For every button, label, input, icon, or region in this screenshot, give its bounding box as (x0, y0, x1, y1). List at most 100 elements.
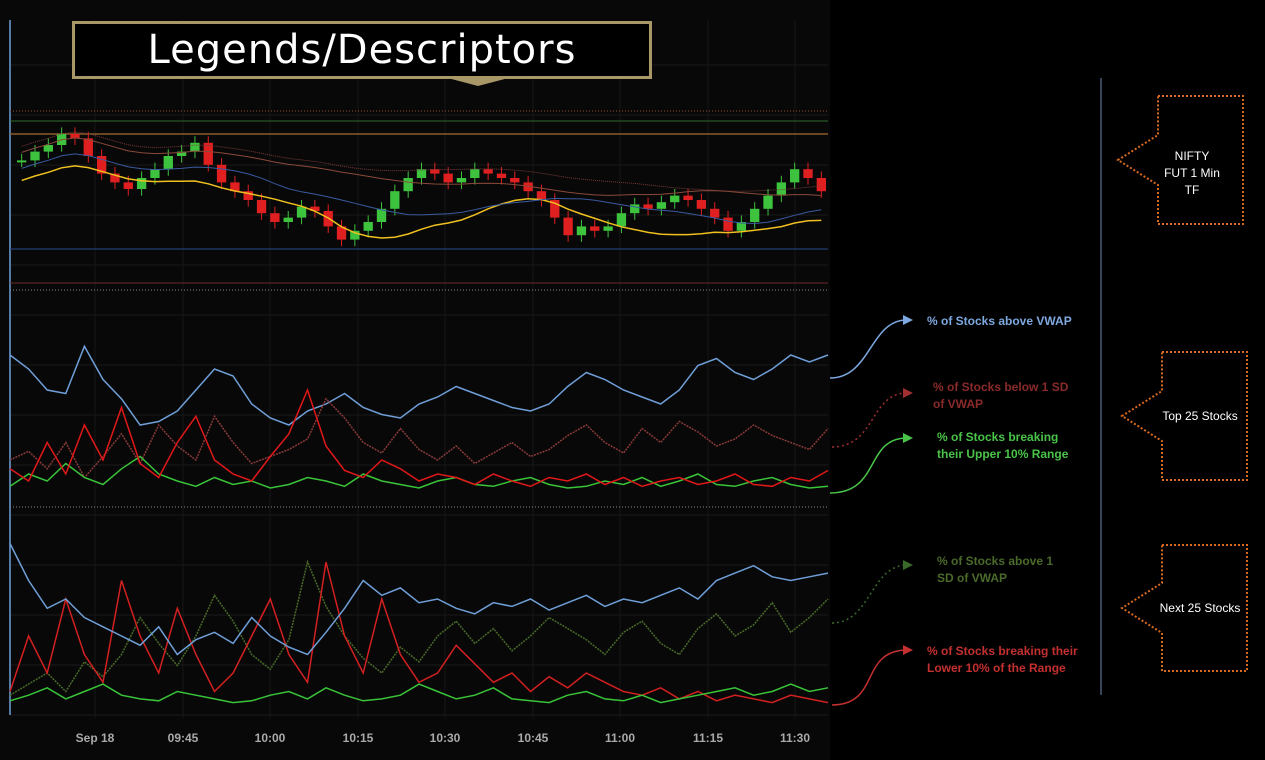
arrow-box-top25 (1120, 351, 1248, 481)
candle (390, 191, 400, 209)
candle (696, 200, 707, 209)
candle (456, 178, 467, 183)
candle (296, 206, 307, 218)
x-tick-label: 09:45 (168, 731, 199, 745)
candle (523, 182, 533, 192)
x-tick-label: 10:00 (255, 731, 286, 745)
candle (470, 169, 480, 178)
candle (30, 151, 40, 161)
candle (630, 204, 640, 214)
connector-upper-range (829, 437, 906, 494)
candle (616, 213, 627, 227)
connector-arrowhead (903, 433, 913, 443)
chart-area (0, 0, 830, 760)
candle (363, 222, 373, 231)
candle (176, 151, 187, 156)
note-below-sd: % of Stocks below 1 SD of VWAP (933, 380, 1069, 411)
candle (496, 173, 507, 178)
note-above-vwap: % of Stocks above VWAP (927, 314, 1072, 328)
candle (216, 164, 227, 183)
candle (336, 226, 347, 240)
connector-lower-range (831, 649, 906, 706)
candle (310, 206, 320, 211)
label-next-25: Next 25 Stocks (1159, 601, 1241, 615)
candle (550, 200, 560, 218)
label-top-25: Top 25 Stocks (1162, 409, 1238, 423)
candle (483, 169, 493, 174)
candle (150, 169, 160, 178)
x-tick-label: 10:30 (430, 731, 461, 745)
candle (110, 173, 120, 183)
candle (776, 182, 787, 196)
candle (203, 142, 213, 165)
candle (43, 145, 53, 152)
candle (230, 182, 240, 192)
candle (163, 156, 173, 170)
candle (443, 173, 453, 183)
candle (283, 217, 293, 222)
candle (723, 217, 733, 231)
x-tick-label: Sep 18 (76, 731, 115, 745)
x-tick-label: 11:15 (693, 731, 723, 745)
next25-series (9, 543, 829, 656)
title-text: Legends/Descriptors (147, 27, 577, 73)
connector-arrowhead (903, 645, 913, 655)
candle (670, 195, 680, 203)
ma-line (21, 137, 822, 196)
candle (790, 169, 800, 183)
connector-arrowhead (903, 388, 913, 398)
next25-series (9, 559, 829, 696)
x-tick-label: 10:15 (343, 731, 374, 745)
candle (123, 182, 133, 189)
candle (710, 208, 720, 218)
vwap-line (21, 165, 822, 239)
candle (190, 142, 200, 152)
candle (243, 191, 253, 200)
candle (430, 169, 440, 174)
candle (83, 138, 93, 156)
connector-arrowhead (903, 560, 913, 570)
note-above-sd: % of Stocks above 1 SD of VWAP (937, 554, 1054, 585)
candle (350, 230, 360, 240)
next25-series (9, 561, 829, 704)
connector-above-sd (831, 564, 906, 624)
x-tick-label: 11:30 (780, 731, 810, 745)
top25-series (9, 344, 829, 426)
candle (136, 178, 147, 189)
arrow-box-nifty (1116, 95, 1244, 225)
candle (803, 169, 813, 178)
candle (656, 202, 667, 209)
candle (750, 208, 760, 222)
x-tick-label: 11:00 (605, 731, 635, 745)
candle (403, 178, 413, 192)
candle (536, 191, 547, 200)
top25-series (9, 387, 829, 488)
candle (70, 134, 80, 139)
candle (736, 222, 747, 231)
top25-series (9, 397, 829, 479)
candle (643, 204, 653, 209)
label-nifty-fut: NIFTY FUT 1 Min TF (1164, 149, 1220, 197)
candle (816, 178, 826, 192)
note-upper-range: % of Stocks breaking their Upper 10% Ran… (937, 430, 1069, 461)
candle (376, 208, 387, 222)
candle (256, 200, 267, 214)
connector-vwap (829, 319, 906, 379)
ma-line (21, 153, 822, 225)
candle (270, 213, 280, 222)
candle (416, 169, 427, 178)
candle (603, 226, 613, 231)
x-tick-label: 10:45 (518, 731, 549, 745)
next25-series (9, 683, 829, 704)
candle (590, 226, 600, 231)
connector-arrowhead (903, 315, 913, 325)
candle (17, 160, 27, 163)
top25-series (9, 455, 829, 489)
candle (683, 195, 693, 200)
title-banner: Legends/Descriptors (72, 21, 652, 79)
candle (763, 195, 773, 209)
connector-below-sd (831, 392, 906, 448)
candle (96, 156, 107, 174)
note-lower-range: % of Stocks breaking their Lower 10% of … (927, 644, 1078, 675)
